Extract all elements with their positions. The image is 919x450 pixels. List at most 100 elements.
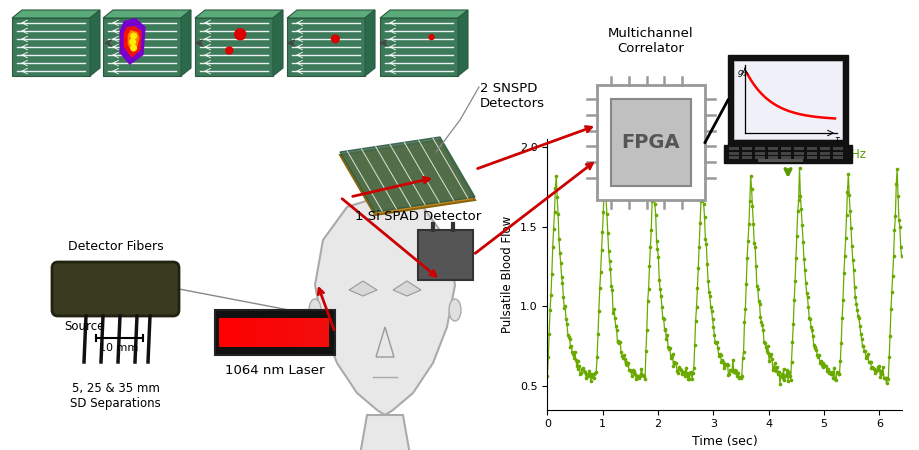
Polygon shape — [90, 10, 100, 76]
Polygon shape — [458, 10, 468, 76]
Polygon shape — [380, 10, 468, 18]
Text: Source: Source — [64, 320, 104, 333]
Bar — [793, 152, 803, 155]
Bar — [727, 55, 847, 145]
Polygon shape — [287, 10, 375, 18]
Circle shape — [130, 39, 135, 45]
Bar — [819, 152, 829, 155]
Text: 5, 25 & 35 mm
SD Separations: 5, 25 & 35 mm SD Separations — [70, 382, 161, 410]
Polygon shape — [380, 18, 458, 76]
Bar — [246, 318, 252, 347]
Bar — [219, 318, 224, 347]
Bar — [290, 318, 296, 347]
Bar — [215, 310, 335, 355]
Bar — [767, 156, 777, 159]
Bar — [728, 156, 738, 159]
Polygon shape — [12, 18, 90, 76]
Polygon shape — [119, 18, 145, 65]
Circle shape — [225, 47, 233, 54]
Text: 1064nm 25mm 50Hz: 1064nm 25mm 50Hz — [742, 148, 866, 161]
Ellipse shape — [309, 299, 321, 321]
Polygon shape — [103, 18, 181, 76]
Bar — [241, 318, 246, 347]
FancyBboxPatch shape — [52, 262, 179, 316]
Polygon shape — [365, 10, 375, 76]
Bar — [742, 152, 751, 155]
Bar — [224, 318, 230, 347]
Bar — [230, 318, 235, 347]
Text: 1064 nm Laser: 1064 nm Laser — [225, 364, 324, 377]
Bar — [301, 318, 307, 347]
Polygon shape — [265, 415, 505, 450]
Bar — [742, 156, 751, 159]
Text: Multichannel
Correlator: Multichannel Correlator — [607, 27, 693, 55]
Bar — [832, 147, 842, 150]
Bar — [767, 147, 777, 150]
Bar — [728, 147, 738, 150]
Bar — [757, 159, 802, 162]
Bar — [263, 318, 268, 347]
Circle shape — [234, 29, 245, 40]
Text: Detector Fibers: Detector Fibers — [68, 239, 164, 252]
Bar — [819, 156, 829, 159]
Bar — [417, 230, 472, 280]
Bar — [279, 318, 285, 347]
Polygon shape — [128, 30, 140, 52]
Circle shape — [331, 35, 339, 43]
Bar — [323, 318, 329, 347]
Bar — [806, 152, 816, 155]
Bar — [610, 99, 690, 186]
Bar — [268, 318, 274, 347]
Bar — [793, 147, 803, 150]
Bar — [832, 152, 842, 155]
Polygon shape — [181, 10, 191, 76]
Text: $g_2$: $g_2$ — [736, 68, 746, 79]
Bar — [754, 147, 765, 150]
Text: 2 SNSPD
Detectors: 2 SNSPD Detectors — [480, 82, 544, 110]
Bar — [318, 318, 323, 347]
Text: 1 Si SPAD Detector: 1 Si SPAD Detector — [355, 210, 481, 223]
Bar — [596, 85, 704, 200]
Bar — [806, 156, 816, 159]
Polygon shape — [195, 18, 273, 76]
Bar — [754, 152, 765, 155]
Polygon shape — [123, 26, 142, 58]
Circle shape — [130, 33, 136, 39]
Bar — [754, 156, 765, 159]
Bar — [307, 318, 312, 347]
Polygon shape — [273, 10, 283, 76]
Bar — [780, 156, 790, 159]
Polygon shape — [195, 10, 283, 18]
X-axis label: Time (sec): Time (sec) — [691, 435, 756, 448]
Bar — [312, 318, 318, 347]
Bar — [780, 147, 790, 150]
Polygon shape — [287, 18, 365, 76]
Bar — [235, 318, 241, 347]
Polygon shape — [103, 10, 191, 18]
Bar — [723, 145, 851, 163]
Bar — [296, 318, 301, 347]
Bar — [832, 156, 842, 159]
Bar — [252, 318, 257, 347]
Circle shape — [130, 45, 136, 51]
Ellipse shape — [448, 299, 460, 321]
Bar — [733, 61, 841, 139]
Text: 10 mm: 10 mm — [99, 343, 139, 353]
Bar — [274, 318, 279, 347]
Bar — [257, 318, 263, 347]
Polygon shape — [12, 10, 100, 18]
Text: $\tau$: $\tau$ — [834, 135, 841, 144]
Bar — [728, 152, 738, 155]
Bar — [819, 147, 829, 150]
Circle shape — [428, 35, 434, 40]
Bar — [793, 156, 803, 159]
Bar — [767, 152, 777, 155]
Y-axis label: Pulsatile Blood Flow: Pulsatile Blood Flow — [501, 216, 514, 333]
Polygon shape — [392, 281, 421, 296]
Bar — [780, 152, 790, 155]
Polygon shape — [340, 140, 474, 215]
Polygon shape — [348, 281, 377, 296]
Bar — [742, 147, 751, 150]
Polygon shape — [340, 137, 474, 212]
Bar — [285, 318, 290, 347]
